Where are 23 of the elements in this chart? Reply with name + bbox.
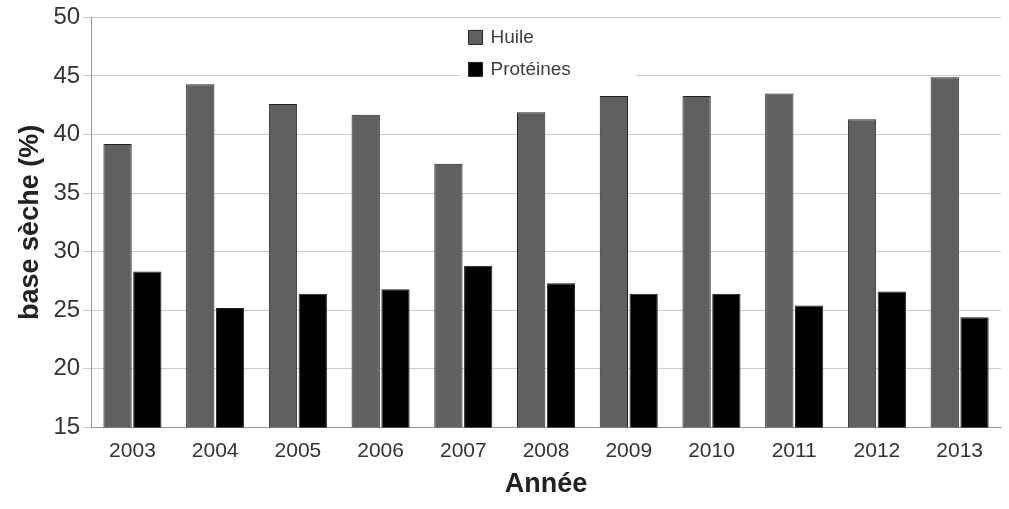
x-tick-label: 2005 (274, 437, 322, 461)
x-tick-label: 2003 (109, 437, 156, 461)
x-tick-label: 2007 (439, 437, 487, 461)
y-tick-label: 35 (53, 177, 81, 205)
x-tick-label: 2008 (522, 437, 570, 461)
legend-label: Protéines (490, 57, 571, 79)
y-tick-label: 30 (53, 236, 81, 264)
y-tick-label: 20 (53, 353, 81, 381)
x-tick-label: 2013 (936, 437, 983, 461)
x-tick-label: 2012 (853, 437, 901, 461)
x-tick-label: 2006 (357, 437, 404, 461)
x-tick-label: 2009 (605, 437, 653, 461)
x-tick-label: 2010 (688, 437, 735, 461)
y-tick-label: 45 (53, 60, 81, 88)
x-tick-label: 2011 (771, 437, 817, 461)
x-tick-label: 2004 (191, 437, 239, 461)
y-axis-title: base sèche (%) (13, 124, 44, 320)
y-tick-label: 40 (53, 119, 81, 147)
y-tick-label: 50 (53, 2, 81, 30)
y-tick-label: 25 (53, 294, 81, 322)
y-tick-label: 15 (53, 412, 81, 440)
legend-label: Huile (490, 25, 534, 47)
x-axis-title: Année (504, 468, 588, 499)
